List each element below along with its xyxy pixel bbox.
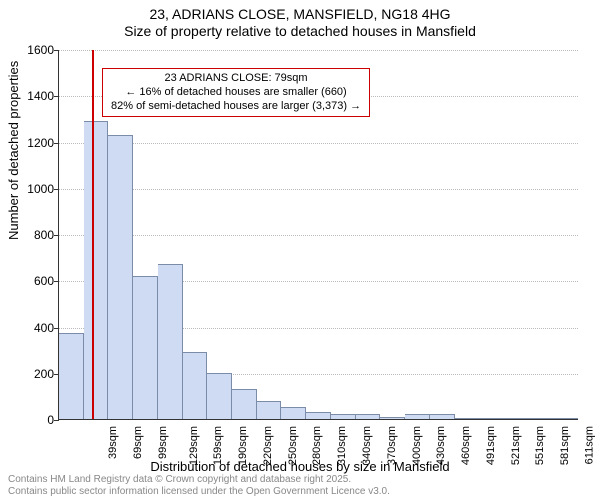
histogram-bar bbox=[553, 418, 578, 419]
y-tick-mark bbox=[54, 96, 59, 97]
histogram-bar bbox=[380, 417, 405, 419]
histogram-bar bbox=[158, 264, 183, 419]
y-tick-label: 1600 bbox=[14, 43, 54, 57]
y-tick-mark bbox=[54, 374, 59, 375]
histogram-bar bbox=[331, 414, 356, 419]
histogram-bar bbox=[281, 407, 306, 419]
y-tick-label: 400 bbox=[14, 321, 54, 335]
y-tick-label: 1400 bbox=[14, 89, 54, 103]
histogram-bar bbox=[430, 414, 455, 419]
title-block: 23, ADRIANS CLOSE, MANSFIELD, NG18 4HG S… bbox=[0, 0, 600, 39]
y-tick-mark bbox=[54, 235, 59, 236]
histogram-bar bbox=[108, 135, 133, 419]
annotation-line-1: 23 ADRIANS CLOSE: 79sqm bbox=[111, 72, 361, 86]
x-tick-label: 99sqm bbox=[157, 426, 169, 459]
y-tick-label: 600 bbox=[14, 274, 54, 288]
footer-line-1: Contains HM Land Registry data © Crown c… bbox=[8, 474, 390, 486]
marker-line bbox=[92, 50, 94, 419]
footer-attribution: Contains HM Land Registry data © Crown c… bbox=[8, 474, 390, 498]
chart-title: 23, ADRIANS CLOSE, MANSFIELD, NG18 4HG bbox=[0, 6, 600, 22]
y-tick-label: 800 bbox=[14, 228, 54, 242]
chart-area: 23 ADRIANS CLOSE: 79sqm ← 16% of detache… bbox=[58, 50, 578, 420]
y-tick-label: 200 bbox=[14, 367, 54, 381]
y-tick-label: 1200 bbox=[14, 136, 54, 150]
annotation-line-3: 82% of semi-detached houses are larger (… bbox=[111, 100, 361, 114]
x-axis-label: Distribution of detached houses by size … bbox=[0, 459, 600, 474]
histogram-bar bbox=[207, 373, 232, 419]
histogram-bar bbox=[529, 418, 554, 419]
chart-subtitle: Size of property relative to detached ho… bbox=[0, 23, 600, 39]
histogram-bar bbox=[306, 412, 331, 419]
histogram-bar bbox=[455, 418, 480, 419]
y-tick-mark bbox=[54, 420, 59, 421]
y-tick-mark bbox=[54, 281, 59, 282]
y-axis-label: Number of detached properties bbox=[6, 61, 21, 240]
histogram-bar bbox=[405, 414, 430, 419]
y-tick-mark bbox=[54, 328, 59, 329]
y-tick-mark bbox=[54, 143, 59, 144]
footer-line-2: Contains public sector information licen… bbox=[8, 486, 390, 498]
histogram-bar bbox=[356, 414, 381, 419]
y-tick-label: 0 bbox=[14, 413, 54, 427]
annotation-line-2: ← 16% of detached houses are smaller (66… bbox=[111, 86, 361, 100]
histogram-bar bbox=[133, 276, 158, 419]
histogram-bar bbox=[479, 418, 504, 419]
histogram-bar bbox=[504, 418, 529, 419]
y-tick-mark bbox=[54, 189, 59, 190]
y-tick-mark bbox=[54, 50, 59, 51]
histogram-bar bbox=[59, 333, 84, 419]
x-tick-label: 69sqm bbox=[132, 426, 144, 459]
histogram-bar bbox=[84, 121, 109, 419]
histogram-bar bbox=[183, 352, 208, 419]
plot-area: 23 ADRIANS CLOSE: 79sqm ← 16% of detache… bbox=[58, 50, 578, 420]
histogram-bar bbox=[232, 389, 257, 419]
y-tick-label: 1000 bbox=[14, 182, 54, 196]
x-tick-label: 39sqm bbox=[107, 426, 119, 459]
histogram-bar bbox=[257, 401, 282, 420]
annotation-box: 23 ADRIANS CLOSE: 79sqm ← 16% of detache… bbox=[102, 68, 370, 117]
